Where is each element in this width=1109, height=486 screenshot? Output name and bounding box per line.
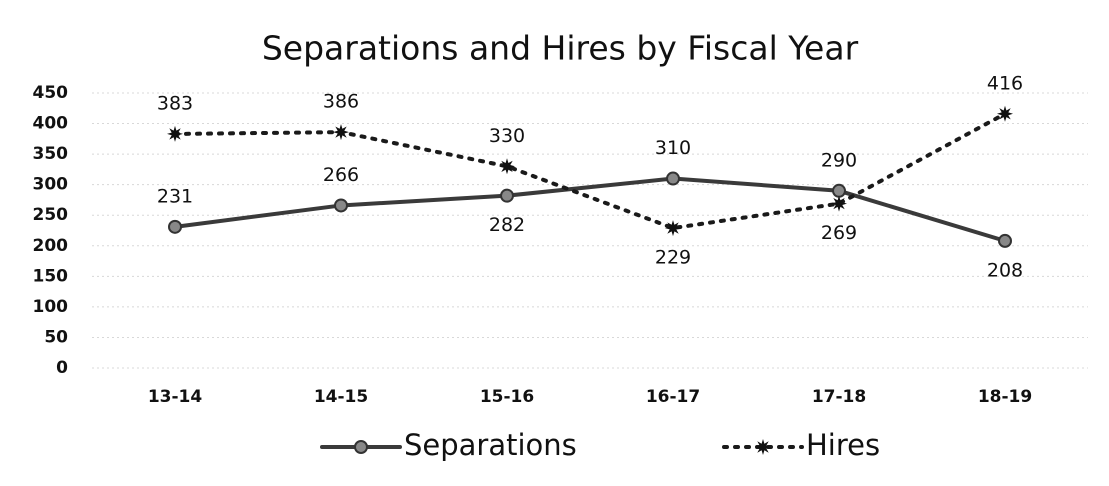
data-label: 208 [987, 259, 1023, 281]
y-tick-label: 200 [33, 236, 69, 256]
data-label: 231 [157, 185, 193, 207]
x-tick-label: 18-19 [978, 387, 1032, 407]
data-label: 269 [821, 222, 857, 244]
y-tick-label: 250 [33, 205, 69, 225]
data-label: 310 [655, 137, 691, 159]
marker [499, 158, 515, 175]
y-tick-label: 400 [33, 114, 69, 134]
y-tick-label: 350 [33, 144, 69, 164]
data-label: 416 [987, 72, 1023, 94]
marker [500, 188, 514, 203]
legend-label: Separations [404, 428, 577, 462]
x-tick-label: 16-17 [646, 387, 700, 407]
marker [666, 171, 680, 186]
marker [665, 220, 681, 237]
y-tick-label: 100 [33, 297, 69, 317]
marker [167, 125, 183, 142]
data-label: 266 [323, 164, 359, 186]
series-line [173, 176, 1007, 243]
marker [831, 195, 847, 212]
y-tick-label: 300 [33, 175, 69, 195]
data-label: 383 [157, 92, 193, 114]
legend-marker [354, 440, 368, 454]
marker [333, 124, 349, 141]
x-tick-label: 13-14 [148, 387, 203, 407]
marker [334, 198, 348, 213]
data-label: 282 [489, 214, 525, 236]
data-label: 229 [655, 247, 691, 269]
x-tick-label: 17-18 [812, 387, 866, 407]
data-label: 330 [489, 125, 525, 147]
x-tick-label: 15-16 [480, 387, 534, 407]
chart-title: Separations and Hires by Fiscal Year [262, 29, 859, 68]
marker [998, 233, 1012, 248]
x-tick-label: 14-15 [314, 387, 368, 407]
marker [168, 219, 182, 234]
legend-label: Hires [806, 428, 880, 462]
y-tick-label: 50 [44, 327, 68, 347]
marker [832, 183, 846, 198]
marker [997, 105, 1013, 122]
y-tick-label: 150 [33, 266, 69, 286]
data-label: 386 [323, 91, 359, 113]
y-tick-label: 450 [33, 83, 69, 103]
y-tick-label: 0 [56, 358, 68, 378]
legend-marker [755, 439, 771, 455]
data-label: 290 [821, 149, 857, 171]
